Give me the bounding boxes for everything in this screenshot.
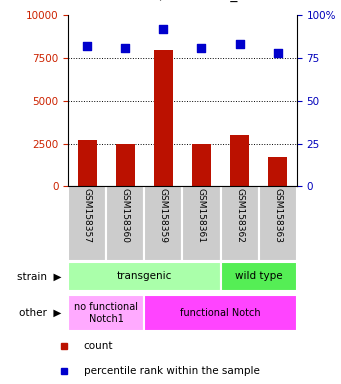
Point bbox=[237, 41, 242, 48]
Text: GSM158361: GSM158361 bbox=[197, 189, 206, 243]
Bar bbox=[230, 135, 249, 186]
Point bbox=[123, 45, 128, 51]
Text: GSM158359: GSM158359 bbox=[159, 189, 168, 243]
Bar bbox=[68, 186, 106, 261]
Text: count: count bbox=[84, 341, 113, 351]
Text: strain  ▶: strain ▶ bbox=[17, 271, 61, 281]
Bar bbox=[106, 186, 144, 261]
Bar bbox=[221, 186, 258, 261]
Text: GSM158363: GSM158363 bbox=[273, 189, 282, 243]
Bar bbox=[144, 186, 182, 261]
Bar bbox=[192, 144, 211, 186]
Text: other  ▶: other ▶ bbox=[19, 308, 61, 318]
Bar bbox=[221, 262, 297, 291]
Bar bbox=[258, 186, 297, 261]
Text: GSM158362: GSM158362 bbox=[235, 189, 244, 243]
Text: GSM158360: GSM158360 bbox=[121, 189, 130, 243]
Text: transgenic: transgenic bbox=[117, 271, 172, 281]
Bar bbox=[78, 140, 97, 186]
Bar bbox=[268, 157, 287, 186]
Bar bbox=[182, 186, 221, 261]
Point bbox=[275, 50, 280, 56]
Bar bbox=[154, 50, 173, 186]
Text: wild type: wild type bbox=[235, 271, 282, 281]
Point bbox=[85, 43, 90, 49]
Bar bbox=[68, 295, 144, 331]
Bar bbox=[116, 144, 135, 186]
Text: GDS2848 / 1427820_at: GDS2848 / 1427820_at bbox=[90, 0, 251, 2]
Bar bbox=[144, 295, 297, 331]
Point bbox=[199, 45, 204, 51]
Text: functional Notch: functional Notch bbox=[180, 308, 261, 318]
Text: no functional
Notch1: no functional Notch1 bbox=[74, 302, 138, 324]
Text: percentile rank within the sample: percentile rank within the sample bbox=[84, 366, 260, 376]
Bar bbox=[68, 262, 221, 291]
Text: GSM158357: GSM158357 bbox=[83, 189, 92, 243]
Point bbox=[161, 26, 166, 32]
